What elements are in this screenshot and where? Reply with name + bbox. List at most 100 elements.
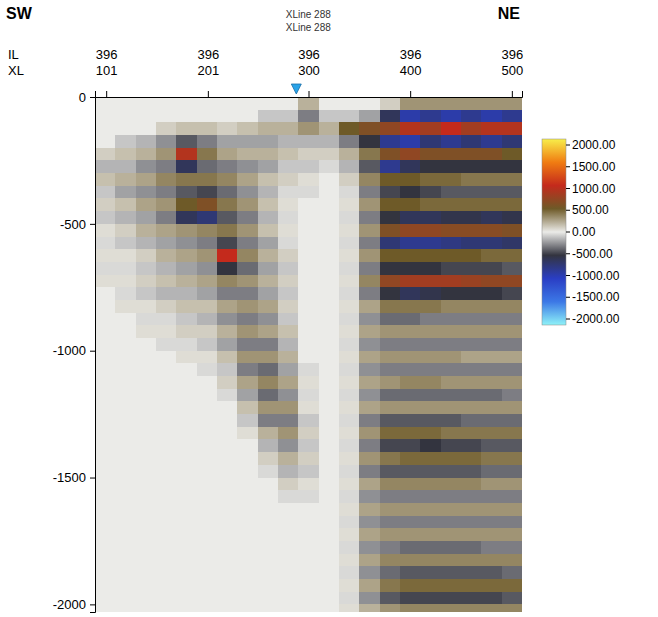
cell [136, 528, 157, 541]
cell [156, 198, 177, 211]
cell [502, 427, 522, 440]
cell [319, 439, 340, 452]
cell [176, 427, 197, 440]
cell [217, 313, 238, 326]
cell [359, 452, 380, 465]
cell [359, 604, 380, 612]
cell [481, 300, 502, 313]
cell [502, 541, 522, 554]
cell [298, 313, 319, 326]
cell [176, 465, 197, 478]
cell [441, 566, 462, 579]
cell [278, 313, 299, 326]
cell [217, 528, 238, 541]
cell [461, 541, 482, 554]
cell [156, 325, 177, 338]
cell [298, 604, 319, 612]
plot-background [95, 97, 522, 612]
cell [298, 389, 319, 402]
cell [400, 363, 421, 376]
cell [136, 122, 157, 135]
cell [298, 338, 319, 351]
cell [156, 465, 177, 478]
cell [441, 401, 462, 414]
cell [420, 249, 441, 262]
cell [237, 287, 258, 300]
cell [298, 541, 319, 554]
cell [359, 351, 380, 364]
cell [197, 160, 218, 173]
cell [319, 237, 340, 250]
cell [441, 389, 462, 402]
cell [359, 528, 380, 541]
cell [400, 490, 421, 503]
cell [420, 490, 441, 503]
cell [136, 97, 157, 110]
cell [197, 490, 218, 503]
cell [136, 135, 157, 148]
cell [461, 351, 482, 364]
cell [461, 465, 482, 478]
cell [359, 97, 380, 110]
cell [441, 439, 462, 452]
cell [481, 122, 502, 135]
cell [502, 452, 522, 465]
cell [95, 478, 116, 491]
cell [258, 465, 279, 478]
x-tick-mark [309, 91, 310, 97]
cell [237, 541, 258, 554]
cell [217, 287, 238, 300]
cell [400, 338, 421, 351]
cell [258, 592, 279, 605]
colorbar-label: -1000.00 [572, 269, 620, 283]
cell [481, 313, 502, 326]
cell [217, 363, 238, 376]
cell [298, 528, 319, 541]
cell [461, 452, 482, 465]
cell [136, 427, 157, 440]
cell [461, 186, 482, 199]
cell [237, 262, 258, 275]
cell [339, 300, 360, 313]
cell [176, 198, 197, 211]
cell [400, 237, 421, 250]
x-tick: 201396 [197, 47, 219, 97]
cell [481, 490, 502, 503]
cell [481, 503, 502, 516]
cell [380, 186, 401, 199]
cell [420, 351, 441, 364]
cell [298, 566, 319, 579]
cell [319, 287, 340, 300]
cell [502, 275, 522, 288]
cell [156, 148, 177, 161]
colorbar-tick [566, 319, 570, 320]
cell [136, 148, 157, 161]
cell [441, 490, 462, 503]
cell [380, 313, 401, 326]
cell [115, 224, 136, 237]
cell [156, 110, 177, 123]
cell [258, 427, 279, 440]
cell [217, 490, 238, 503]
cell [278, 439, 299, 452]
cell [197, 554, 218, 567]
cell [359, 325, 380, 338]
cell [95, 325, 116, 338]
cell [176, 325, 197, 338]
cell [156, 363, 177, 376]
cell [278, 541, 299, 554]
cell [481, 363, 502, 376]
cell [502, 148, 522, 161]
cell [156, 160, 177, 173]
cell [359, 160, 380, 173]
cell [420, 452, 441, 465]
cell [441, 211, 462, 224]
cell [441, 338, 462, 351]
cell [197, 401, 218, 414]
cell [502, 338, 522, 351]
cell [420, 173, 441, 186]
cell [298, 490, 319, 503]
cell [339, 414, 360, 427]
cell [380, 465, 401, 478]
cell [400, 351, 421, 364]
